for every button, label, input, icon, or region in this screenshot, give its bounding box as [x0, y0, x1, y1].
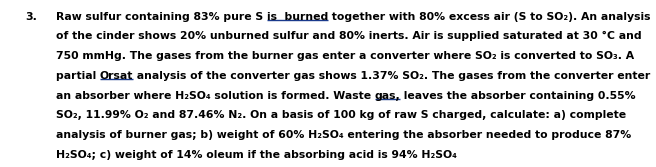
- Text: SO₂, 11.99% O₂ and 87.46% N₂. On a basis of 100 kg of raw S charged, calculate: : SO₂, 11.99% O₂ and 87.46% N₂. On a basis…: [56, 110, 626, 120]
- Text: H₂SO₄; c) weight of 14% oleum if the absorbing acid is 94% H₂SO₄: H₂SO₄; c) weight of 14% oleum if the abs…: [56, 150, 457, 160]
- Text: is  burned: is burned: [266, 12, 328, 22]
- Text: 750 mmHg. The gases from the burner gas enter a converter where SO₂ is converted: 750 mmHg. The gases from the burner gas …: [56, 51, 634, 61]
- Text: leaves the absorber containing 0.55%: leaves the absorber containing 0.55%: [400, 91, 636, 101]
- Text: partial: partial: [56, 71, 100, 81]
- Text: analysis of the converter gas shows 1.37% SO₂. The gases from the converter ente: analysis of the converter gas shows 1.37…: [133, 71, 650, 81]
- Text: together with 80% excess air (S to SO₂). An analysis: together with 80% excess air (S to SO₂).…: [328, 12, 650, 22]
- Text: Orsat: Orsat: [100, 71, 133, 81]
- Text: an absorber where H₂SO₄ solution is formed. Waste: an absorber where H₂SO₄ solution is form…: [56, 91, 375, 101]
- Text: gas,: gas,: [375, 91, 400, 101]
- Text: of the cinder shows 20% unburned sulfur and 80% inerts. Air is supplied saturate: of the cinder shows 20% unburned sulfur …: [56, 31, 642, 41]
- Text: analysis of burner gas; b) weight of 60% H₂SO₄ entering the absorber needed to p: analysis of burner gas; b) weight of 60%…: [56, 130, 631, 140]
- Text: Raw sulfur containing 83% pure S: Raw sulfur containing 83% pure S: [56, 12, 266, 22]
- Text: 3.: 3.: [25, 12, 37, 22]
